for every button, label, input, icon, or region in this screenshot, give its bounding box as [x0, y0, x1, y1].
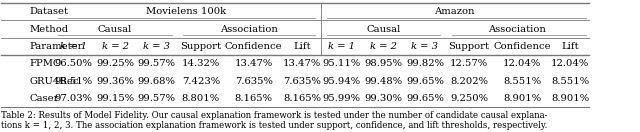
Text: 7.635%: 7.635%	[235, 77, 273, 86]
Text: 8.901%: 8.901%	[551, 94, 589, 103]
Text: Lift: Lift	[293, 42, 311, 51]
Text: 99.48%: 99.48%	[364, 77, 403, 86]
Text: Association: Association	[220, 25, 278, 34]
Text: 7.635%: 7.635%	[283, 77, 321, 86]
Text: Lift: Lift	[561, 42, 579, 51]
Text: k = 3: k = 3	[412, 42, 438, 51]
Text: Confidence: Confidence	[493, 42, 551, 51]
Text: k = 2: k = 2	[102, 42, 129, 51]
Text: 14.32%: 14.32%	[182, 59, 220, 68]
Text: 99.57%: 99.57%	[138, 59, 176, 68]
Text: 99.68%: 99.68%	[138, 77, 175, 86]
Text: 99.30%: 99.30%	[364, 94, 402, 103]
Text: Support: Support	[449, 42, 490, 51]
Text: 99.65%: 99.65%	[406, 77, 444, 86]
Text: Method: Method	[29, 25, 68, 34]
Text: 98.95%: 98.95%	[364, 59, 402, 68]
Text: 95.94%: 95.94%	[323, 77, 360, 86]
Text: 8.551%: 8.551%	[503, 77, 541, 86]
Text: 9.250%: 9.250%	[450, 94, 488, 103]
Text: Dataset: Dataset	[29, 7, 68, 16]
Text: 12.04%: 12.04%	[503, 59, 541, 68]
Text: 13.47%: 13.47%	[283, 59, 321, 68]
Text: 8.165%: 8.165%	[235, 94, 273, 103]
Text: 97.03%: 97.03%	[54, 94, 92, 103]
Text: 8.801%: 8.801%	[182, 94, 220, 103]
Text: Causal: Causal	[98, 25, 132, 34]
Text: Parameter: Parameter	[29, 42, 83, 51]
Text: 99.15%: 99.15%	[96, 94, 134, 103]
Text: 8.551%: 8.551%	[551, 77, 589, 86]
Text: 7.423%: 7.423%	[182, 77, 220, 86]
Text: k = 1: k = 1	[60, 42, 87, 51]
Text: k = 3: k = 3	[143, 42, 170, 51]
Text: 98.51%: 98.51%	[54, 77, 92, 86]
Text: Caser: Caser	[29, 94, 59, 103]
Text: 99.82%: 99.82%	[406, 59, 444, 68]
Text: Amazon: Amazon	[435, 7, 475, 16]
Text: 95.11%: 95.11%	[323, 59, 360, 68]
Text: 95.99%: 95.99%	[323, 94, 360, 103]
Text: 8.202%: 8.202%	[450, 77, 488, 86]
Text: 99.65%: 99.65%	[406, 94, 444, 103]
Text: k = 1: k = 1	[328, 42, 355, 51]
Text: FPMC: FPMC	[29, 59, 61, 68]
Text: k = 2: k = 2	[370, 42, 397, 51]
Text: 99.36%: 99.36%	[96, 77, 134, 86]
Text: 99.25%: 99.25%	[96, 59, 134, 68]
Text: 96.50%: 96.50%	[54, 59, 92, 68]
Text: Causal: Causal	[366, 25, 400, 34]
Text: Table 2: Results of Model Fidelity. Our causal explanation framework is tested u: Table 2: Results of Model Fidelity. Our …	[1, 111, 547, 130]
Text: Confidence: Confidence	[225, 42, 283, 51]
Text: 99.57%: 99.57%	[138, 94, 176, 103]
Text: 13.47%: 13.47%	[235, 59, 273, 68]
Text: Association: Association	[488, 25, 546, 34]
Text: 12.57%: 12.57%	[450, 59, 488, 68]
Text: Movielens 100k: Movielens 100k	[147, 7, 227, 16]
Text: Support: Support	[180, 42, 221, 51]
Text: 12.04%: 12.04%	[551, 59, 589, 68]
Text: GRU4Rec: GRU4Rec	[29, 77, 79, 86]
Text: 8.901%: 8.901%	[503, 94, 541, 103]
Text: 8.165%: 8.165%	[283, 94, 321, 103]
